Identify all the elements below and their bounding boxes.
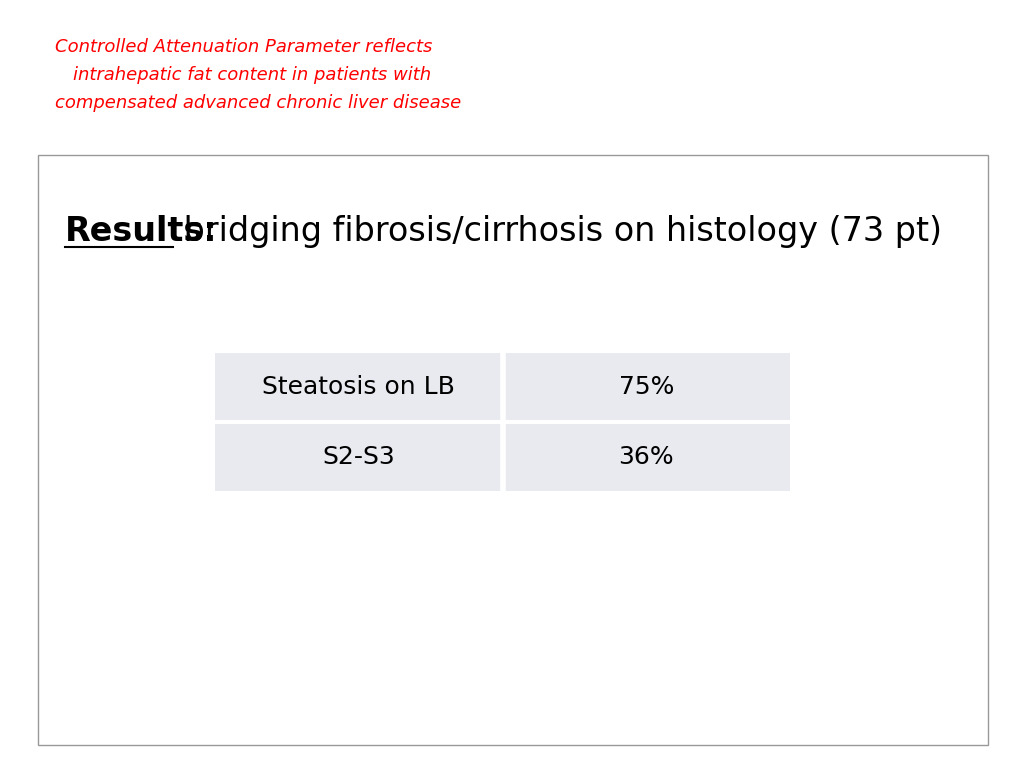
Bar xyxy=(38,155,988,745)
Text: Results:: Results: xyxy=(65,215,218,248)
Bar xyxy=(503,424,790,491)
Bar xyxy=(503,353,790,420)
Text: Steatosis on LB: Steatosis on LB xyxy=(262,375,456,399)
Text: intrahepatic fat content in patients with: intrahepatic fat content in patients wit… xyxy=(73,66,431,84)
Text: bridging fibrosis/cirrhosis on histology (73 pt): bridging fibrosis/cirrhosis on histology… xyxy=(173,215,942,248)
Bar xyxy=(215,353,503,420)
Text: 36%: 36% xyxy=(618,445,674,469)
Bar xyxy=(215,424,503,491)
Text: compensated advanced chronic liver disease: compensated advanced chronic liver disea… xyxy=(55,94,461,112)
Text: 75%: 75% xyxy=(618,375,674,399)
Text: S2-S3: S2-S3 xyxy=(323,445,395,469)
Text: Controlled Attenuation Parameter reflects: Controlled Attenuation Parameter reflect… xyxy=(55,38,432,56)
